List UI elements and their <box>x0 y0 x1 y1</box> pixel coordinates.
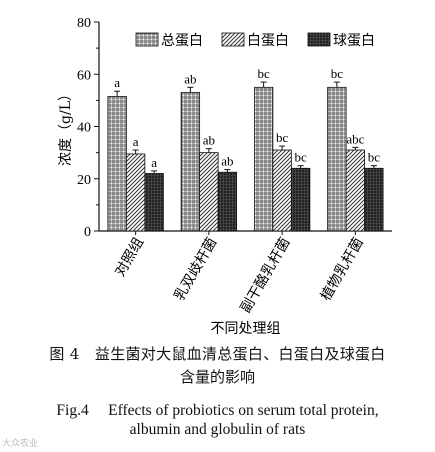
bar-1-4 <box>327 86 347 232</box>
significance-label: abc <box>346 131 364 146</box>
caption-en-line2: albumin and globulin of rats <box>129 421 306 438</box>
legend-swatch-1 <box>135 32 159 47</box>
bar-1-3 <box>253 86 274 232</box>
bar-3-3 <box>290 167 311 232</box>
y-tick-label: 80 <box>77 16 91 31</box>
caption-zh-line2: 含量的影响 <box>179 368 255 386</box>
significance-label: a <box>133 134 139 149</box>
legend-swatch-3 <box>307 32 331 47</box>
y-tick-label: 0 <box>84 225 91 240</box>
bar-2-1 <box>125 153 146 232</box>
bar-chart: 0 20 40 60 80 浓度（g/L） 对照组 乳双歧杆菌 副干酪乳杆菌 植物乳杆菌不同处理组… <box>58 16 392 337</box>
legend: 总蛋白 白蛋白 球蛋白 <box>135 32 375 49</box>
caption-zh-line1: 图 4 益生菌对大鼠血清总蛋白、白蛋白及球蛋白 <box>49 345 386 363</box>
watermark: 大众农业 <box>2 439 39 449</box>
significance-label: bc <box>294 150 307 165</box>
y-axis-label: 浓度（g/L） <box>58 87 74 166</box>
bar-1-1 <box>107 96 127 232</box>
caption-en-line1: Fig.4 Effects of probiotics on serum tot… <box>56 402 379 419</box>
y-tick-label: 40 <box>77 121 91 136</box>
bar-3-4 <box>364 167 384 232</box>
bar-2-2 <box>199 152 219 232</box>
significance-label: bc <box>257 66 270 81</box>
x-tick-label: 植物乳杆菌 <box>318 235 367 304</box>
significance-label: ab <box>184 71 196 86</box>
significance-label: a <box>114 75 120 90</box>
bar-2-3 <box>272 149 292 232</box>
bars <box>107 81 384 232</box>
significance-label: ab <box>203 133 215 148</box>
x-tick-label: 副干酪乳杆菌 <box>238 235 294 316</box>
significance-label: ab <box>221 154 233 169</box>
bar-3-2 <box>217 171 238 232</box>
x-tick-label: 对照组 <box>112 235 147 279</box>
bar-3-1 <box>144 173 164 232</box>
significance-label: a <box>151 155 157 170</box>
bar-1-2 <box>180 92 201 232</box>
bar-2-4 <box>345 149 366 232</box>
legend-label-2: 白蛋白 <box>247 33 289 49</box>
y-tick-label: 20 <box>77 173 91 188</box>
significance-label: bc <box>368 150 381 165</box>
legend-label-3: 球蛋白 <box>333 33 375 49</box>
legend-label-1: 总蛋白 <box>161 33 203 49</box>
legend-swatch-2 <box>221 32 245 47</box>
x-axis-label: 不同处理组 <box>211 321 281 337</box>
x-tick-label: 乳双歧杆菌 <box>171 235 220 304</box>
y-tick-label: 60 <box>77 68 91 83</box>
significance-label: bc <box>331 66 344 81</box>
significance-label: bc <box>276 130 289 145</box>
